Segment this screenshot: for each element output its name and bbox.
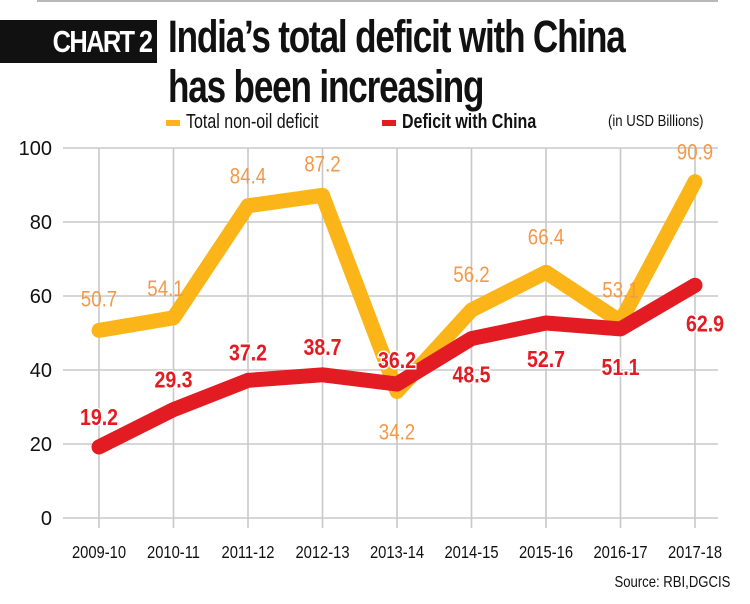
- chart-title: India’s total deficit with China has bee…: [168, 12, 714, 112]
- data-label-total-non-oil: 66.4: [528, 226, 564, 250]
- legend-swatch-china: [382, 120, 396, 126]
- x-tick-label: 2016-17: [593, 543, 647, 563]
- data-label-total-non-oil: 90.9: [677, 141, 713, 165]
- data-label-china: 51.1: [601, 354, 639, 380]
- data-label-china: 36.2: [378, 348, 416, 374]
- x-tick-label: 2010-11: [147, 543, 200, 563]
- x-axis: 2009-10 2010-11 2011-12 2012-13 2013-14 2014-…: [72, 543, 722, 563]
- source-note: Source: RBI,DGCIS: [614, 574, 730, 591]
- data-label-china: 48.5: [452, 362, 490, 388]
- data-label-china: 38.7: [303, 334, 341, 360]
- series-line-china: [91, 277, 703, 455]
- chart-badge-label: CHART 2: [52, 24, 152, 59]
- x-tick-label: 2012-13: [295, 543, 349, 563]
- y-tick-label: 0: [41, 508, 52, 530]
- y-tick-label: 20: [30, 434, 52, 456]
- legend-unit: (in USD Billions): [608, 113, 704, 130]
- data-label-total-non-oil: 50.7: [81, 288, 117, 312]
- grid: [63, 147, 718, 528]
- x-tick-label: 2009-10: [72, 543, 126, 563]
- x-tick-label: 2014-15: [444, 543, 498, 563]
- data-label-china: 52.7: [527, 347, 565, 373]
- data-label-china: 19.2: [80, 404, 118, 430]
- x-tick-label: 2011-12: [221, 543, 274, 563]
- x-tick-label: 2015-16: [519, 543, 573, 563]
- y-tick-label: 100: [19, 138, 52, 160]
- data-label-china: 29.3: [154, 367, 192, 393]
- legend-label-total-non-oil: Total non-oil deficit: [186, 111, 319, 133]
- data-label-total-non-oil: 56.2: [453, 264, 489, 288]
- legend: Total non-oil deficit Deficit with China…: [160, 110, 740, 136]
- data-label-china: 62.9: [686, 311, 724, 337]
- x-tick-label: 2017-18: [668, 543, 722, 563]
- data-labels: 50.7 54.1 84.4 87.2 34.2 56.2 66.4 53.1 90.9 19.2…: [79, 141, 726, 445]
- data-label-total-non-oil: 54.1: [147, 278, 183, 302]
- data-label-total-non-oil: 53.1: [602, 279, 638, 303]
- y-tick-label: 40: [30, 360, 52, 382]
- chart-title-line-1: India’s total deficit with China: [168, 11, 626, 62]
- data-label-total-non-oil: 34.2: [379, 421, 415, 445]
- y-axis: 0 20 40 60 80 100: [19, 138, 52, 530]
- data-label-total-non-oil: 84.4: [230, 165, 266, 189]
- legend-label-china: Deficit with China: [402, 111, 537, 133]
- x-tick-label: 2013-14: [370, 543, 424, 563]
- series-lines: [91, 174, 703, 455]
- chart-title-line-2: has been increasing: [168, 61, 484, 112]
- y-tick-label: 60: [30, 286, 52, 308]
- data-label-total-non-oil: 87.2: [304, 153, 340, 177]
- y-tick-label: 80: [30, 212, 52, 234]
- chart-badge: CHART 2: [0, 20, 157, 63]
- legend-swatch-total-non-oil: [166, 120, 180, 126]
- top-rule: [37, 0, 718, 2]
- data-label-china: 37.2: [229, 340, 267, 366]
